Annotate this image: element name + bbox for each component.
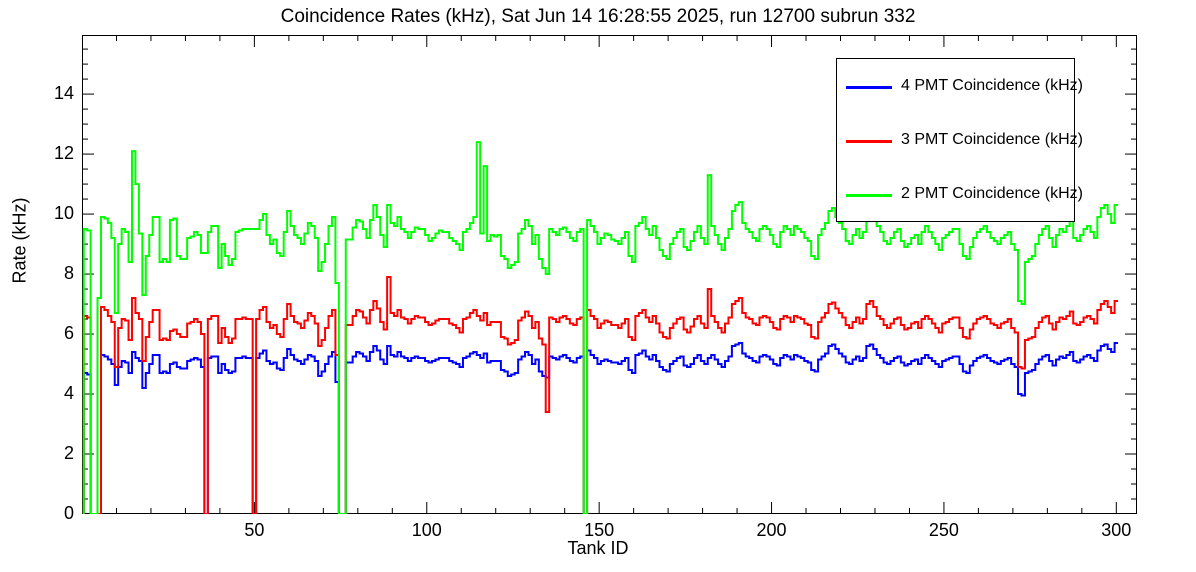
x-tick-label: 50 xyxy=(244,520,265,540)
y-tick-label: 12 xyxy=(53,143,74,164)
x-tick-label: 250 xyxy=(928,520,959,540)
x-tick-label: 300 xyxy=(1101,520,1132,540)
legend: 4 PMT Coincidence (kHz) 3 PMT Coincidence… xyxy=(836,58,1083,222)
x-axis-title: Tank ID xyxy=(567,538,629,558)
legend-entry[interactable]: 4 PMT Coincidence (kHz) xyxy=(837,60,1083,114)
legend-color-swatch xyxy=(846,86,892,89)
legend-entry[interactable]: 3 PMT Coincidence (kHz) xyxy=(837,114,1083,168)
legend-label: 2 PMT Coincidence (kHz) xyxy=(901,185,1083,202)
x-tick-label: 100 xyxy=(411,520,442,540)
legend-color-swatch xyxy=(846,194,892,197)
legend-label: 4 PMT Coincidence (kHz) xyxy=(901,77,1083,94)
chart-canvas xyxy=(82,35,1137,514)
page-title: Coincidence Rates (kHz), Sat Jun 14 16:2… xyxy=(280,6,916,27)
y-tick-label: 6 xyxy=(63,323,74,344)
legend-label: 3 PMT Coincidence (kHz) xyxy=(901,131,1083,148)
legend-color-swatch xyxy=(846,140,892,143)
series-line xyxy=(82,276,1119,514)
x-tick-label: 200 xyxy=(756,520,787,540)
legend-entry[interactable]: 2 PMT Coincidence (kHz) xyxy=(837,168,1083,222)
y-tick-label: 2 xyxy=(63,443,74,463)
y-tick-label: 0 xyxy=(63,503,74,523)
x-tick-label: 150 xyxy=(584,520,615,540)
series-line xyxy=(82,342,1119,514)
series-line xyxy=(82,141,1119,514)
y-tick-label: 4 xyxy=(63,383,74,404)
y-tick-label: 10 xyxy=(53,203,74,224)
y-tick-label: 8 xyxy=(63,263,74,284)
y-tick-label: 14 xyxy=(53,83,74,104)
y-axis-title: Rate (kHz) xyxy=(9,197,30,284)
